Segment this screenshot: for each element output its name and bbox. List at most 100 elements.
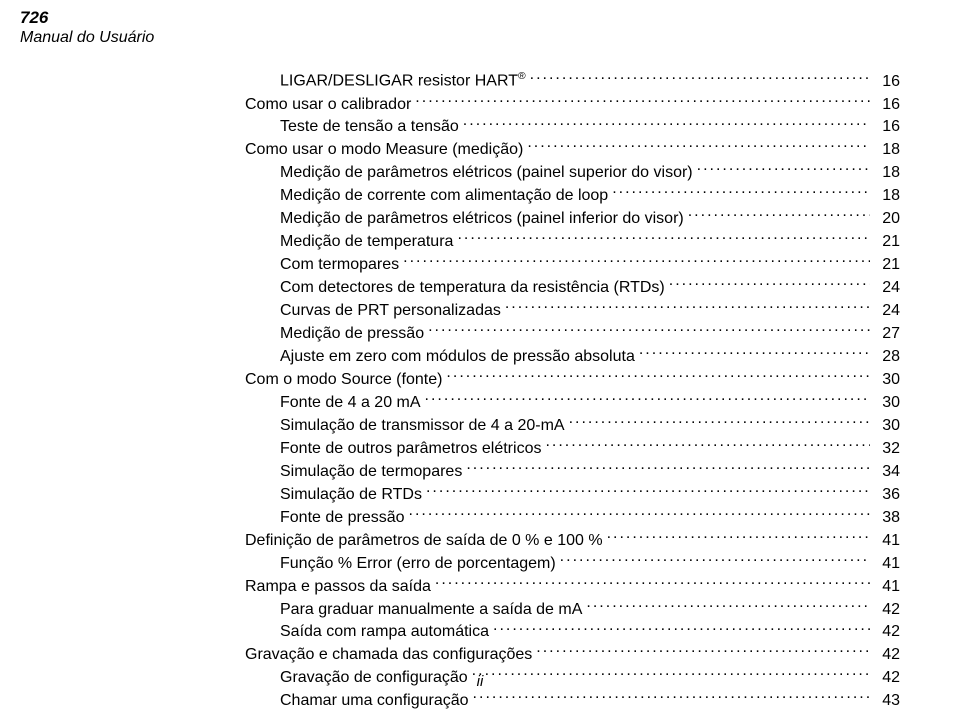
toc-label: Definição de parâmetros de saída de 0 % … [245,531,603,552]
toc-leader-dots [473,689,870,705]
toc-page-number: 32 [874,439,900,460]
toc-label: Medição de temperatura [280,232,453,253]
toc-page-number: 41 [874,554,900,575]
toc-page-number: 18 [874,140,900,161]
toc-row: Com o modo Source (fonte)30 [20,368,900,391]
toc-leader-dots [586,598,870,614]
toc-row: Chamar uma configuração43 [20,689,900,712]
toc-page-number: 16 [874,72,900,93]
toc-page-number: 41 [874,531,900,552]
toc-label: Medição de parâmetros elétricos (painel … [280,209,684,230]
toc-label: Rampa e passos da saída [245,577,431,598]
toc-label: Medição de corrente com alimentação de l… [280,186,608,207]
toc-row: Com termopares21 [20,253,900,276]
toc-leader-dots [697,161,870,177]
toc-row: Medição de pressão27 [20,322,900,345]
header-number: 726 [20,8,900,28]
toc-page-number: 34 [874,462,900,483]
toc-label: Como usar o calibrador [245,95,411,116]
toc-label: Fonte de outros parâmetros elétricos [280,439,541,460]
toc-label: Medição de pressão [280,324,424,345]
toc-row: Ajuste em zero com módulos de pressão ab… [20,345,900,368]
toc-row: Rampa e passos da saída 41 [20,575,900,598]
toc-leader-dots [426,483,870,499]
page: 726 Manual do Usuário LIGAR/DESLIGAR res… [0,0,960,704]
toc-label: Simulação de RTDs [280,485,422,506]
toc-leader-dots [415,93,870,109]
toc-label: Fonte de pressão [280,508,405,529]
toc-row: Gravação e chamada das configurações 42 [20,643,900,666]
toc-leader-dots [403,253,870,269]
toc-label: Para graduar manualmente a saída de mA [280,600,582,621]
toc-label: Gravação e chamada das configurações [245,645,532,666]
toc-leader-dots [446,368,870,384]
toc-row: Fonte de outros parâmetros elétricos 32 [20,437,900,460]
toc-page-number: 38 [874,508,900,529]
toc-leader-dots [536,643,870,659]
toc-leader-dots [425,391,870,407]
toc-row: Teste de tensão a tensão 16 [20,115,900,138]
toc-leader-dots [612,184,870,200]
toc-label: Saída com rampa automática [280,622,489,643]
toc-page-number: 18 [874,186,900,207]
toc-leader-dots [505,299,870,315]
toc-leader-dots [409,506,870,522]
toc-leader-dots [688,207,870,223]
toc-page-number: 42 [874,600,900,621]
toc-leader-dots [545,437,870,453]
toc-label: Ajuste em zero com módulos de pressão ab… [280,347,635,368]
toc-leader-dots [457,230,870,246]
toc-leader-dots [607,529,870,545]
toc-page-number: 42 [874,645,900,666]
toc-label: LIGAR/DESLIGAR resistor HART® [280,70,526,92]
toc-page-number: 36 [874,485,900,506]
toc-row: Definição de parâmetros de saída de 0 % … [20,529,900,552]
toc-label: Teste de tensão a tensão [280,117,459,138]
toc-leader-dots [435,575,870,591]
toc-leader-dots [428,322,870,338]
toc-label: Medição de parâmetros elétricos (painel … [280,163,693,184]
toc-row: LIGAR/DESLIGAR resistor HART® 16 [20,70,900,93]
table-of-contents: LIGAR/DESLIGAR resistor HART®16Como usar… [20,70,900,712]
toc-page-number: 28 [874,347,900,368]
toc-row: Saída com rampa automática 42 [20,620,900,643]
toc-page-number: 18 [874,163,900,184]
toc-page-number: 20 [874,209,900,230]
toc-leader-dots [669,276,870,292]
toc-page-number: 24 [874,278,900,299]
toc-label: Curvas de PRT personalizadas [280,301,501,322]
toc-row: Medição de corrente com alimentação de l… [20,184,900,207]
toc-page-number: 42 [874,622,900,643]
toc-label: Com termopares [280,255,399,276]
toc-row: Função % Error (erro de porcentagem) 41 [20,552,900,575]
header-subtitle: Manual do Usuário [20,28,900,47]
toc-leader-dots [466,460,870,476]
toc-label: Função % Error (erro de porcentagem) [280,554,556,575]
toc-row: Curvas de PRT personalizadas 24 [20,299,900,322]
toc-leader-dots [527,138,870,154]
toc-row: Fonte de 4 a 20 mA 30 [20,391,900,414]
toc-label: Com o modo Source (fonte) [245,370,442,391]
toc-row: Para graduar manualmente a saída de mA 42 [20,598,900,621]
toc-leader-dots [463,115,870,131]
toc-page-number: 16 [874,95,900,116]
toc-label: Com detectores de temperatura da resistê… [280,278,665,299]
toc-page-number: 21 [874,232,900,253]
toc-label: Simulação de termopares [280,462,462,483]
page-footer: ii [0,673,960,690]
toc-row: Medição de parâmetros elétricos (painel … [20,207,900,230]
toc-leader-dots [560,552,870,568]
toc-label: Fonte de 4 a 20 mA [280,393,421,414]
toc-page-number: 24 [874,301,900,322]
toc-label: Como usar o modo Measure (medição) [245,140,523,161]
toc-row: Simulação de transmissor de 4 a 20-mA30 [20,414,900,437]
toc-row: Como usar o calibrador 16 [20,93,900,116]
toc-page-number: 16 [874,117,900,138]
toc-row: Simulação de termopares 34 [20,460,900,483]
toc-page-number: 30 [874,393,900,414]
toc-page-number: 43 [874,691,900,712]
toc-leader-dots [530,70,870,86]
toc-row: Fonte de pressão 38 [20,506,900,529]
toc-page-number: 41 [874,577,900,598]
toc-label: Simulação de transmissor de 4 a 20-mA [280,416,565,437]
